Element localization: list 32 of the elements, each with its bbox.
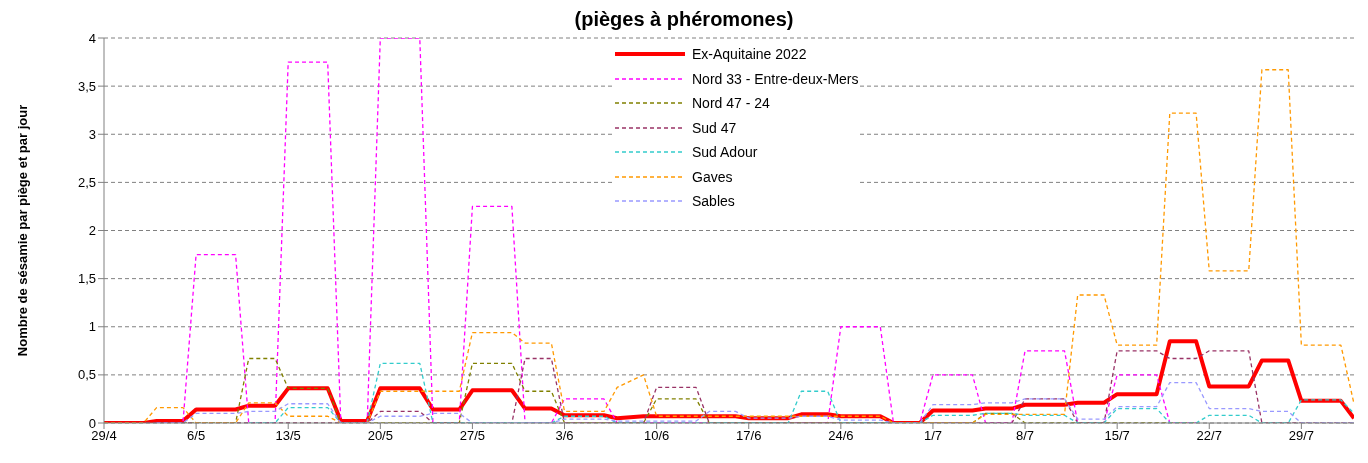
x-tick-label: 6/5: [187, 428, 206, 444]
legend-label: Ex-Aquitaine 2022: [692, 45, 807, 64]
x-tick-label: 24/6: [828, 428, 854, 444]
y-tick-label: 2,5: [77, 174, 96, 190]
y-tick-label: 2: [88, 223, 96, 239]
x-tick-label: 3/6: [555, 428, 574, 444]
x-tick-label: 27/5: [459, 428, 486, 444]
x-tick-label: 20/5: [367, 428, 393, 444]
x-tick-label: 8/7: [1016, 428, 1035, 444]
y-tick-label: 1: [88, 319, 96, 335]
y-tick-label: 4: [88, 30, 96, 46]
x-tick-label: 13/5: [275, 428, 301, 444]
legend-label: Sables: [692, 192, 735, 211]
y-tick-label: 0: [88, 415, 96, 431]
x-tick-label: 10/6: [643, 428, 670, 444]
x-tick-label: 1/7: [923, 428, 942, 444]
legend-label: Sud 47: [692, 118, 737, 138]
y-tick-label: 3: [88, 126, 96, 142]
x-tick-label: 17/6: [736, 428, 762, 444]
x-tick-label: 29/7: [1288, 428, 1315, 444]
y-tick-label: 3,5: [77, 78, 96, 94]
legend-label: Sud Adour: [692, 143, 758, 162]
x-tick-label: 29/4: [91, 428, 117, 444]
y-tick-label: 0,5: [77, 367, 96, 383]
y-axis-title: Nombre de sésamie par piège et par jour: [14, 104, 30, 357]
legend-label: Nord 33 - Entre-deux-Mers: [692, 69, 859, 89]
chart-title: (pièges à phéromones): [573, 8, 795, 31]
legend-label: Gaves: [692, 167, 733, 187]
legend-label: Nord 47 - 24: [692, 94, 770, 113]
x-tick-label: 15/7: [1104, 428, 1130, 444]
y-tick-label: 1,5: [77, 271, 96, 287]
x-tick-label: 22/7: [1196, 428, 1222, 444]
